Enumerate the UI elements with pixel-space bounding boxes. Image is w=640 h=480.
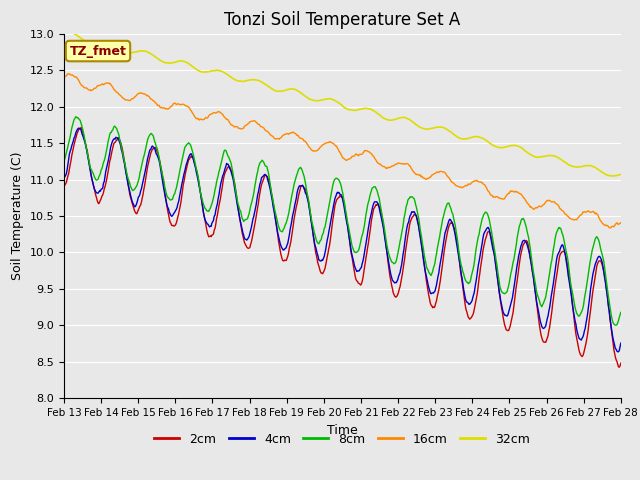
4cm [214,196,222,202]
32cm [411,121,419,127]
4cm [411,210,419,216]
8cm [185,140,193,145]
32cm [428,125,435,131]
2cm [428,302,435,308]
8cm [72,114,79,120]
8cm [70,117,78,122]
2cm [616,364,623,370]
4cm [185,155,193,160]
4cm [617,340,625,346]
2cm [411,212,419,217]
32cm [60,30,68,36]
X-axis label: Time: Time [327,424,358,437]
4cm [128,199,136,204]
Title: Tonzi Soil Temperature Set A: Tonzi Soil Temperature Set A [224,11,461,29]
16cm [428,173,435,179]
2cm [70,142,78,147]
4cm [60,174,68,180]
32cm [214,68,222,73]
32cm [128,50,136,56]
2cm [60,184,68,190]
16cm [607,225,614,231]
8cm [60,158,68,164]
Line: 16cm: 16cm [64,74,621,228]
4cm [70,135,78,141]
Line: 2cm: 2cm [64,127,621,367]
8cm [617,310,625,315]
2cm [77,124,85,130]
16cm [71,74,79,80]
2cm [128,200,136,206]
Y-axis label: Soil Temperature (C): Soil Temperature (C) [11,152,24,280]
8cm [612,322,620,328]
32cm [64,29,72,35]
2cm [617,360,625,366]
8cm [214,173,222,179]
16cm [617,220,625,226]
Line: 4cm: 4cm [64,128,621,352]
16cm [214,109,222,115]
32cm [185,61,193,67]
8cm [428,273,435,278]
16cm [411,170,419,176]
16cm [185,104,193,110]
4cm [75,125,83,131]
32cm [609,173,617,179]
16cm [60,75,68,81]
2cm [185,157,193,163]
Line: 32cm: 32cm [64,32,621,176]
32cm [617,171,625,177]
16cm [64,71,72,77]
4cm [428,291,435,297]
Line: 8cm: 8cm [64,117,621,325]
Legend: 2cm, 4cm, 8cm, 16cm, 32cm: 2cm, 4cm, 8cm, 16cm, 32cm [150,428,535,451]
8cm [411,198,419,204]
16cm [128,96,136,102]
8cm [128,187,136,193]
2cm [214,208,222,214]
32cm [71,31,79,37]
4cm [614,349,621,355]
Text: TZ_fmet: TZ_fmet [70,45,127,58]
